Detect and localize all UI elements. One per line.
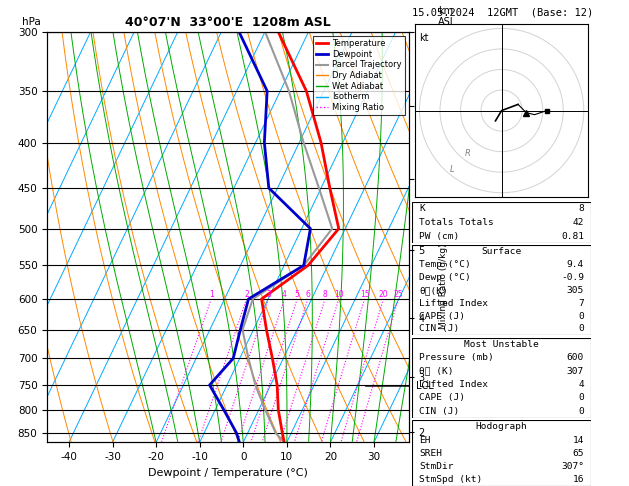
Text: CIN (J): CIN (J)	[419, 407, 459, 416]
Legend: Temperature, Dewpoint, Parcel Trajectory, Dry Adiabat, Wet Adiabat, Isotherm, Mi: Temperature, Dewpoint, Parcel Trajectory…	[313, 36, 404, 115]
Text: 9.4: 9.4	[567, 260, 584, 269]
Text: CAPE (J): CAPE (J)	[419, 393, 465, 402]
Text: 15: 15	[360, 290, 369, 299]
Text: StmSpd (kt): StmSpd (kt)	[419, 475, 482, 484]
Text: 42: 42	[572, 218, 584, 227]
Text: Hodograph: Hodograph	[476, 422, 528, 432]
Text: Dewp (°C): Dewp (°C)	[419, 273, 471, 282]
Text: Most Unstable: Most Unstable	[464, 340, 539, 349]
Text: R: R	[465, 149, 470, 158]
Text: CIN (J): CIN (J)	[419, 325, 459, 333]
Text: 4: 4	[282, 290, 287, 299]
Text: -0.9: -0.9	[561, 273, 584, 282]
Text: Mixing Ratio (g/kg): Mixing Ratio (g/kg)	[439, 243, 448, 329]
Text: PW (cm): PW (cm)	[419, 232, 459, 241]
Text: 7: 7	[578, 299, 584, 308]
Text: Lifted Index: Lifted Index	[419, 299, 488, 308]
Text: 600: 600	[567, 353, 584, 363]
Text: 10: 10	[334, 290, 343, 299]
Text: SREH: SREH	[419, 449, 442, 458]
Text: θ⁣(K): θ⁣(K)	[419, 286, 448, 295]
Text: 20: 20	[379, 290, 388, 299]
Text: Totals Totals: Totals Totals	[419, 218, 494, 227]
Text: 0: 0	[578, 393, 584, 402]
Text: 8: 8	[578, 204, 584, 213]
Text: 16: 16	[572, 475, 584, 484]
Text: 0: 0	[578, 407, 584, 416]
Text: 3: 3	[266, 290, 271, 299]
Text: 15.05.2024  12GMT  (Base: 12): 15.05.2024 12GMT (Base: 12)	[412, 7, 593, 17]
Text: Temp (°C): Temp (°C)	[419, 260, 471, 269]
Text: 1: 1	[209, 290, 214, 299]
Text: kt: kt	[420, 33, 429, 42]
Text: L: L	[450, 165, 455, 174]
Text: 6: 6	[306, 290, 310, 299]
Text: 2: 2	[244, 290, 249, 299]
Text: EH: EH	[419, 435, 431, 445]
Text: hPa: hPa	[22, 17, 41, 28]
Text: 14: 14	[572, 435, 584, 445]
Text: 0: 0	[578, 325, 584, 333]
Text: CAPE (J): CAPE (J)	[419, 312, 465, 321]
Text: km
ASL: km ASL	[438, 6, 456, 28]
Text: Lifted Index: Lifted Index	[419, 380, 488, 389]
Text: 0: 0	[578, 312, 584, 321]
Text: 4: 4	[578, 380, 584, 389]
Text: 307: 307	[567, 366, 584, 376]
Text: LCL: LCL	[416, 381, 434, 391]
Text: θ⁣ (K): θ⁣ (K)	[419, 366, 454, 376]
Text: 0.81: 0.81	[561, 232, 584, 241]
Text: Surface: Surface	[482, 247, 521, 256]
Title: 40°07'N  33°00'E  1208m ASL: 40°07'N 33°00'E 1208m ASL	[125, 16, 331, 29]
Text: Pressure (mb): Pressure (mb)	[419, 353, 494, 363]
Text: 25: 25	[394, 290, 403, 299]
Text: StmDir: StmDir	[419, 462, 454, 471]
Text: 307°: 307°	[561, 462, 584, 471]
X-axis label: Dewpoint / Temperature (°C): Dewpoint / Temperature (°C)	[148, 468, 308, 478]
Text: 305: 305	[567, 286, 584, 295]
Text: 5: 5	[295, 290, 299, 299]
Text: 65: 65	[572, 449, 584, 458]
Text: 8: 8	[323, 290, 328, 299]
Text: K: K	[419, 204, 425, 213]
